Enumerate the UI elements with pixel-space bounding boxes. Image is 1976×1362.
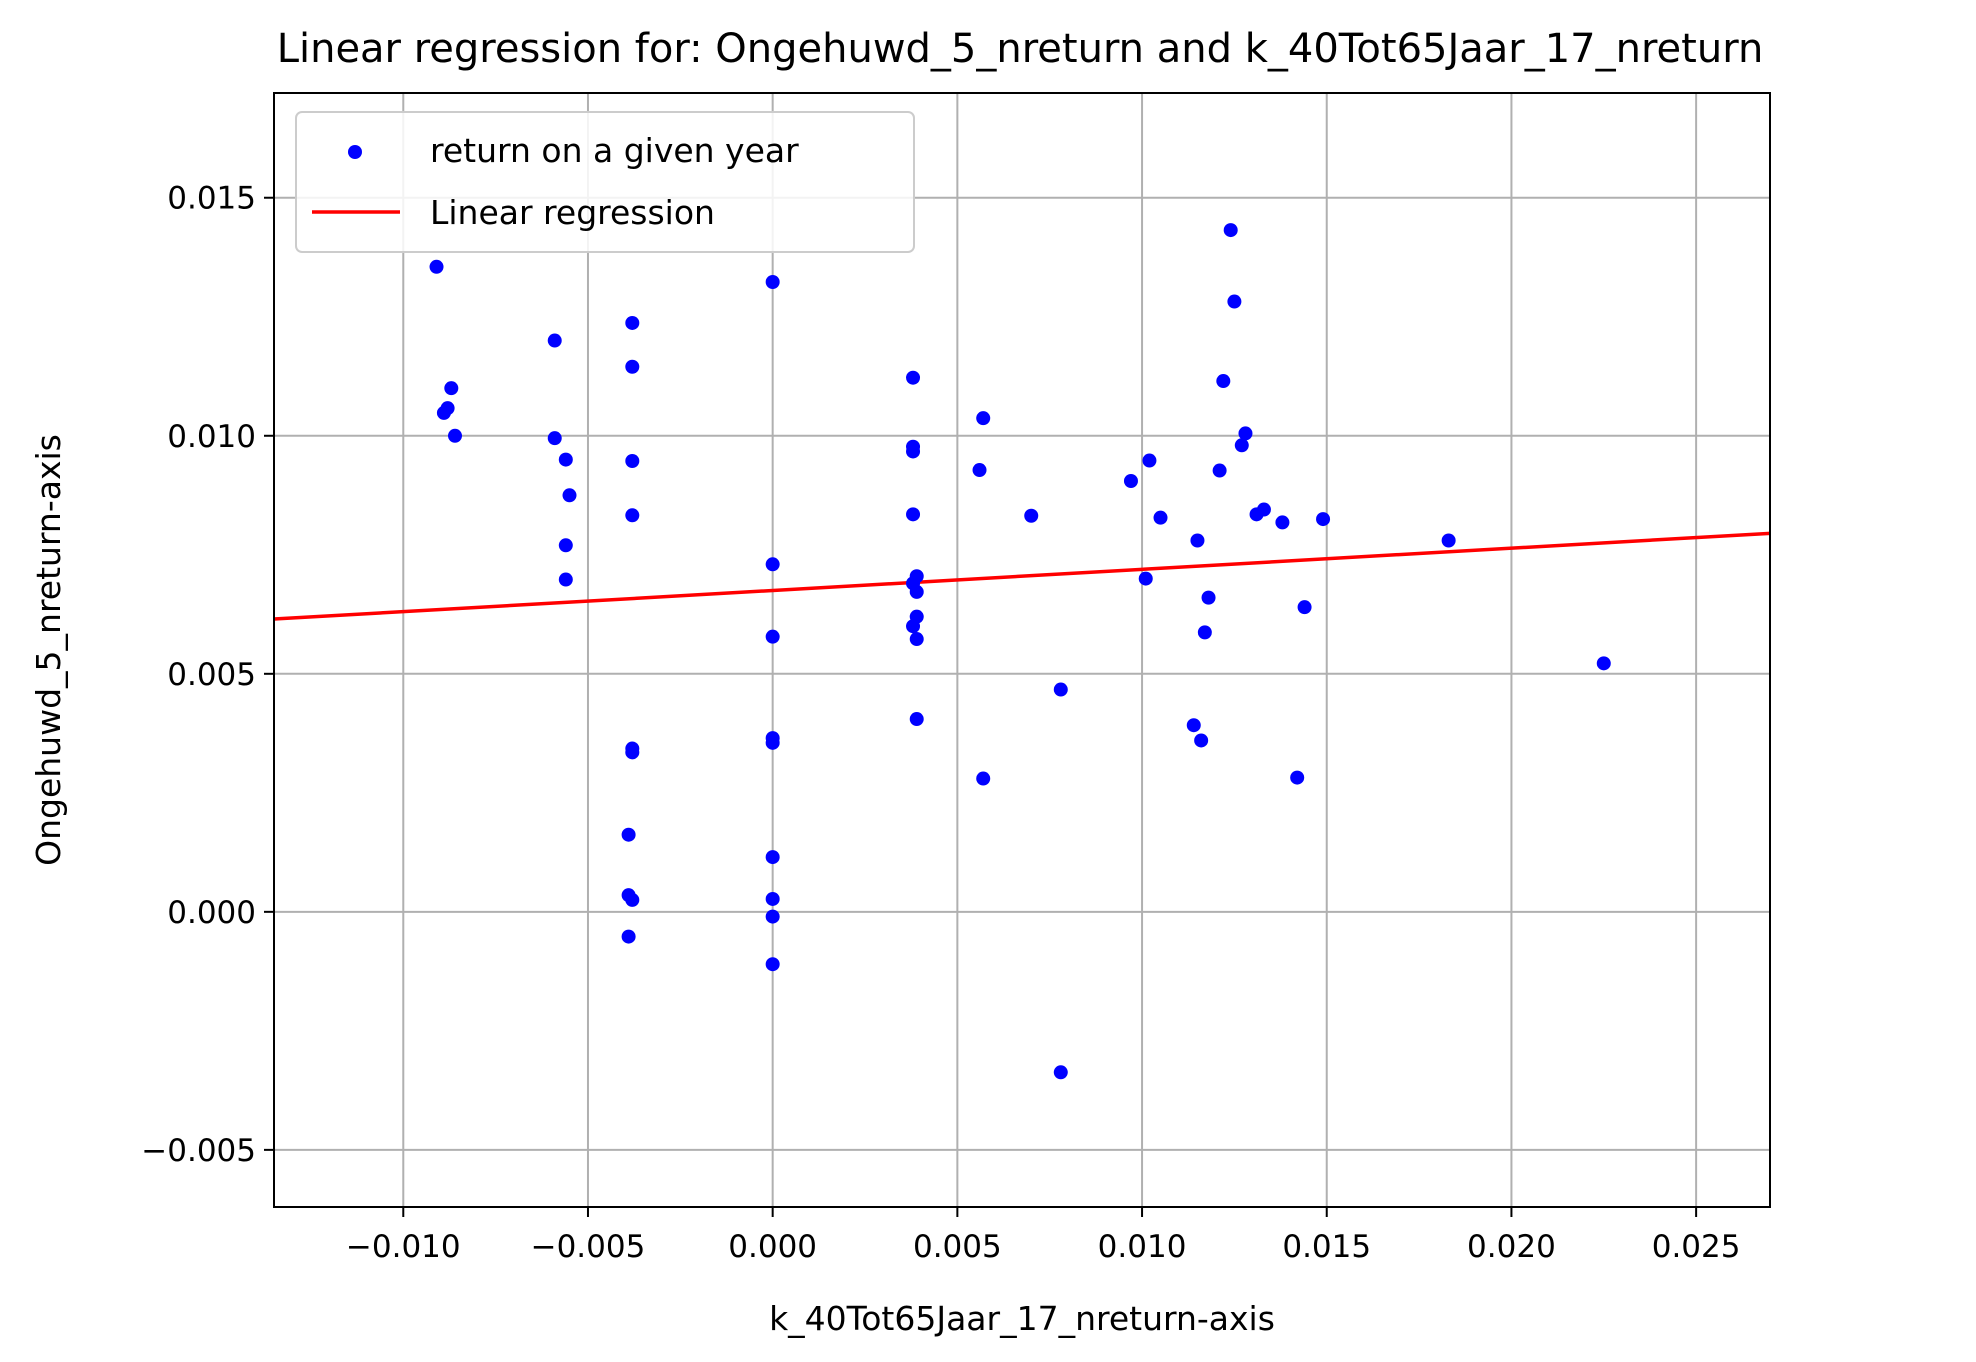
x-axis-label: k_40Tot65Jaar_17_nreturn-axis (769, 1299, 1275, 1338)
scatter-point (909, 584, 924, 599)
scatter-point (906, 370, 921, 385)
scatter-point (429, 259, 444, 274)
scatter-point (625, 892, 640, 907)
scatter-point (1024, 508, 1039, 523)
scatter-point (1212, 463, 1227, 478)
scatter-point (558, 452, 573, 467)
scatter-point (1153, 510, 1168, 525)
x-tick-label: 0.025 (1652, 1229, 1741, 1265)
scatter-point (547, 431, 562, 446)
legend-box (295, 111, 915, 253)
scatter-point (1297, 600, 1312, 615)
scatter-points (429, 223, 1611, 1080)
scatter-point (447, 428, 462, 443)
scatter-point (1216, 374, 1231, 389)
y-tick-label: −0.005 (141, 1133, 256, 1169)
scatter-point (1227, 294, 1242, 309)
scatter-point (436, 405, 451, 420)
x-tick-label: −0.005 (531, 1229, 646, 1265)
scatter-point (625, 745, 640, 760)
x-tick-label: 0.020 (1467, 1229, 1556, 1265)
x-tick-label: 0.010 (1098, 1229, 1187, 1265)
y-tick-label: 0.005 (167, 657, 256, 693)
regression-line (273, 531, 1771, 621)
scatter-point (547, 333, 562, 348)
scatter-point (625, 315, 640, 330)
scatter-point (558, 572, 573, 587)
legend-label-regression: Linear regression (430, 193, 715, 232)
scatter-point (1053, 682, 1068, 697)
scatter-point (1256, 502, 1271, 517)
x-tick-label: −0.010 (346, 1229, 461, 1265)
scatter-point (621, 827, 636, 842)
scatter-point (909, 712, 924, 727)
scatter-point (976, 411, 991, 426)
legend: return on a given year Linear regression (295, 111, 915, 253)
scatter-point (625, 508, 640, 523)
scatter-point (1290, 770, 1305, 785)
scatter-point (1197, 625, 1212, 640)
x-tick-label: 0.015 (1282, 1229, 1371, 1265)
scatter-point (906, 507, 921, 522)
scatter-point (765, 957, 780, 972)
scatter-point (1441, 533, 1456, 548)
scatter-point (765, 735, 780, 750)
scatter-point (621, 929, 636, 944)
x-tick-label: 0.005 (913, 1229, 1002, 1265)
legend-scatter-marker (348, 145, 362, 159)
scatter-point (765, 274, 780, 289)
scatter-point (1194, 733, 1209, 748)
scatter-point (625, 359, 640, 374)
scatter-point (1238, 426, 1253, 441)
legend-label-scatter: return on a given year (430, 131, 799, 170)
scatter-point (562, 488, 577, 503)
scatter-point (765, 850, 780, 865)
scatter-point (1596, 656, 1611, 671)
regression-layer (273, 531, 1771, 621)
scatter-point (909, 632, 924, 647)
scatter-point (625, 454, 640, 469)
scatter-point (976, 771, 991, 786)
y-tick-label: 0.010 (167, 419, 256, 455)
y-axis-label: Ongehuwd_5_nreturn-axis (29, 434, 68, 866)
scatter-point (444, 381, 459, 396)
scatter-point (765, 891, 780, 906)
scatter-point (765, 909, 780, 924)
scatter-point (1123, 473, 1138, 488)
scatter-point (972, 463, 987, 478)
plot-frame (273, 92, 1771, 1208)
scatter-point (765, 629, 780, 644)
scatter-point (1190, 533, 1205, 548)
axis-ticks: −0.010 −0.005 0.000 0.005 0.010 0.015 0.020 0.0… (141, 181, 1740, 1265)
y-tick-label: 0.015 (167, 181, 256, 217)
scatter-point (1234, 438, 1249, 453)
scatter-point (558, 538, 573, 553)
scatter-point (765, 557, 780, 572)
scatter-point (1053, 1065, 1068, 1080)
scatter-point (1316, 512, 1331, 527)
scatter-point (906, 619, 921, 634)
x-tick-label: 0.000 (728, 1229, 817, 1265)
scatter-point (1275, 515, 1290, 530)
chart-title: Linear regression for: Ongehuwd_5_nretur… (277, 26, 1764, 72)
scatter-point (906, 444, 921, 459)
y-tick-label: 0.000 (167, 895, 256, 931)
scatter-point (1142, 453, 1157, 468)
scatter-point (1201, 590, 1216, 605)
scatter-point (1223, 223, 1238, 238)
scatter-point (1138, 571, 1153, 586)
scatter-point (1186, 718, 1201, 733)
